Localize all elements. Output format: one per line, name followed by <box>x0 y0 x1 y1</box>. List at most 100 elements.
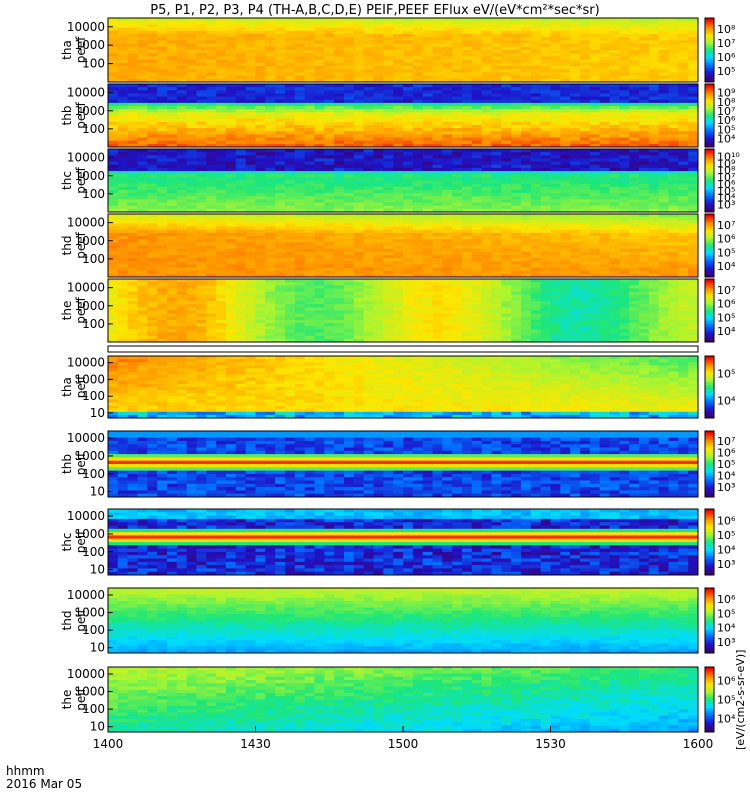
heatmap-cell <box>560 56 571 61</box>
heatmap-cell <box>422 124 433 129</box>
heatmap-cell <box>186 18 197 22</box>
heatmap-cell <box>137 223 148 228</box>
colorbar-tick-label: 10⁷ <box>717 37 735 50</box>
heatmap-cell <box>176 248 188 253</box>
heatmap-cell <box>648 69 660 73</box>
heatmap-cell <box>176 193 188 197</box>
heatmap-cell <box>570 109 581 113</box>
colorbar-step <box>705 237 714 240</box>
heatmap-cell <box>688 202 699 207</box>
heatmap-cell <box>511 134 522 139</box>
heatmap-cell <box>265 106 276 110</box>
heatmap-cell <box>255 180 266 185</box>
heatmap-cell <box>481 84 492 88</box>
heatmap-cell <box>511 140 522 145</box>
heatmap-cell <box>570 34 581 38</box>
heatmap-cell <box>511 199 522 204</box>
heatmap-cell <box>304 248 315 253</box>
heatmap-cell <box>117 34 129 38</box>
heatmap-cell <box>226 72 237 77</box>
heatmap-cell <box>344 180 355 185</box>
heatmap-cell <box>117 30 129 35</box>
heatmap-cell <box>373 208 384 213</box>
heatmap-cell <box>324 118 335 123</box>
heatmap-cell <box>481 37 492 41</box>
heatmap-cell <box>324 115 335 120</box>
heatmap-cell <box>658 220 669 224</box>
heatmap-cell <box>344 99 355 104</box>
heatmap-cell <box>629 40 640 45</box>
heatmap-cell <box>639 46 650 51</box>
heatmap-cell <box>324 232 335 237</box>
heatmap-cell <box>186 37 197 41</box>
heatmap-cell <box>442 66 453 70</box>
heatmap-cell <box>363 115 374 120</box>
heatmap-cell <box>412 232 424 237</box>
heatmap-cell <box>511 30 522 35</box>
heatmap-cell <box>560 264 571 269</box>
heatmap-cell <box>186 220 197 224</box>
heatmap-cell <box>196 186 207 191</box>
heatmap-cell <box>363 196 374 200</box>
heatmap-cell <box>373 75 384 80</box>
heatmap-cell <box>216 149 227 153</box>
heatmap-cell <box>176 205 188 210</box>
heatmap-cell <box>550 93 561 98</box>
heatmap-cell <box>393 229 404 234</box>
heatmap-cell <box>639 112 650 116</box>
heatmap-cell <box>521 223 532 228</box>
heatmap-cell <box>226 99 237 104</box>
heatmap-cell <box>412 226 424 231</box>
heatmap-cell <box>117 128 129 132</box>
heatmap-cell <box>658 137 669 142</box>
heatmap-cell <box>599 102 610 107</box>
heatmap-cell <box>442 189 453 194</box>
heatmap-cell <box>334 53 345 57</box>
heatmap-cell <box>412 131 424 135</box>
heatmap-cell <box>481 43 492 48</box>
heatmap-cell <box>668 115 679 120</box>
heatmap-cell <box>383 245 394 250</box>
heatmap-cell <box>265 186 276 191</box>
heatmap-cell <box>589 59 601 64</box>
heatmap-cell <box>294 140 306 145</box>
heatmap-cell <box>176 134 188 139</box>
heatmap-cell <box>363 273 374 278</box>
heatmap-cell <box>560 152 571 156</box>
heatmap-cell <box>235 273 247 278</box>
heatmap-cell <box>334 66 345 70</box>
heatmap-cell <box>580 56 591 61</box>
heatmap-cell <box>294 109 306 113</box>
heatmap-cell <box>304 177 315 181</box>
heatmap-cell <box>422 245 433 250</box>
heatmap-cell <box>648 248 660 253</box>
heatmap-cell <box>412 220 424 224</box>
heatmap-cell <box>255 69 266 73</box>
heatmap-cell <box>491 66 502 70</box>
heatmap-cell <box>511 273 522 278</box>
heatmap-cell <box>255 152 266 156</box>
heatmap-cell <box>353 196 365 200</box>
heatmap-cell <box>186 87 197 91</box>
heatmap-cell <box>216 124 227 129</box>
heatmap-cell <box>393 164 404 169</box>
heatmap-cell <box>344 155 355 159</box>
heatmap-cell <box>157 167 168 172</box>
heatmap-cell <box>589 186 601 191</box>
heatmap-cell <box>599 248 610 253</box>
heatmap-cell <box>127 239 138 243</box>
heatmap-cell <box>147 24 158 29</box>
heatmap-cell <box>471 193 483 197</box>
heatmap-cell <box>216 254 227 259</box>
heatmap-cell <box>324 267 335 272</box>
heatmap-cell <box>521 24 532 29</box>
heatmap-cell <box>511 69 522 73</box>
heatmap-cell <box>324 18 335 22</box>
heatmap-cell <box>570 273 581 278</box>
heatmap-cell <box>668 149 679 153</box>
heatmap-cell <box>245 50 256 54</box>
heatmap-cell <box>363 183 374 188</box>
heatmap-cell <box>108 21 119 25</box>
colorbar-step <box>705 100 714 104</box>
heatmap-cell <box>412 167 424 172</box>
